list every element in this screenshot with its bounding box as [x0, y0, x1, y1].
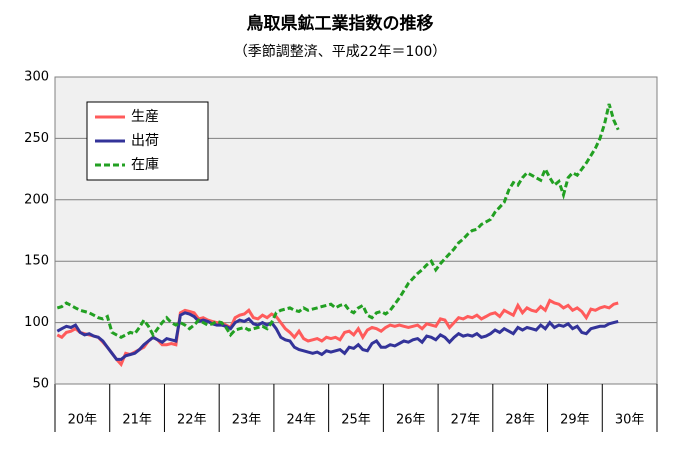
y-tick-label: 150	[24, 254, 49, 269]
legend-label: 在庫	[131, 156, 159, 173]
x-tick-label: 22年	[177, 413, 207, 428]
x-tick-label: 24年	[286, 413, 316, 428]
x-tick-label: 29年	[560, 413, 590, 428]
y-tick-label: 100	[24, 315, 49, 330]
y-tick-label: 50	[32, 377, 49, 392]
x-tick-label: 25年	[341, 413, 371, 428]
x-tick-label: 20年	[68, 413, 98, 428]
x-tick-label: 27年	[451, 413, 481, 428]
chart-subtitle: （季節調整済、平成22年＝100）	[234, 43, 447, 60]
y-tick-label: 250	[24, 131, 49, 146]
x-tick-label: 28年	[505, 413, 535, 428]
x-tick-label: 26年	[396, 413, 426, 428]
x-tick-label: 30年	[615, 413, 645, 428]
chart-title: 鳥取県鉱工業指数の推移	[247, 13, 434, 34]
y-tick-label: 200	[24, 192, 49, 207]
x-tick-label: 21年	[122, 413, 152, 428]
legend-label: 出荷	[131, 133, 159, 149]
series-line	[56, 103, 620, 339]
series-line	[56, 311, 619, 361]
y-tick-label: 300	[24, 70, 49, 85]
legend-label: 生産	[131, 109, 159, 125]
x-tick-label: 23年	[232, 413, 262, 428]
